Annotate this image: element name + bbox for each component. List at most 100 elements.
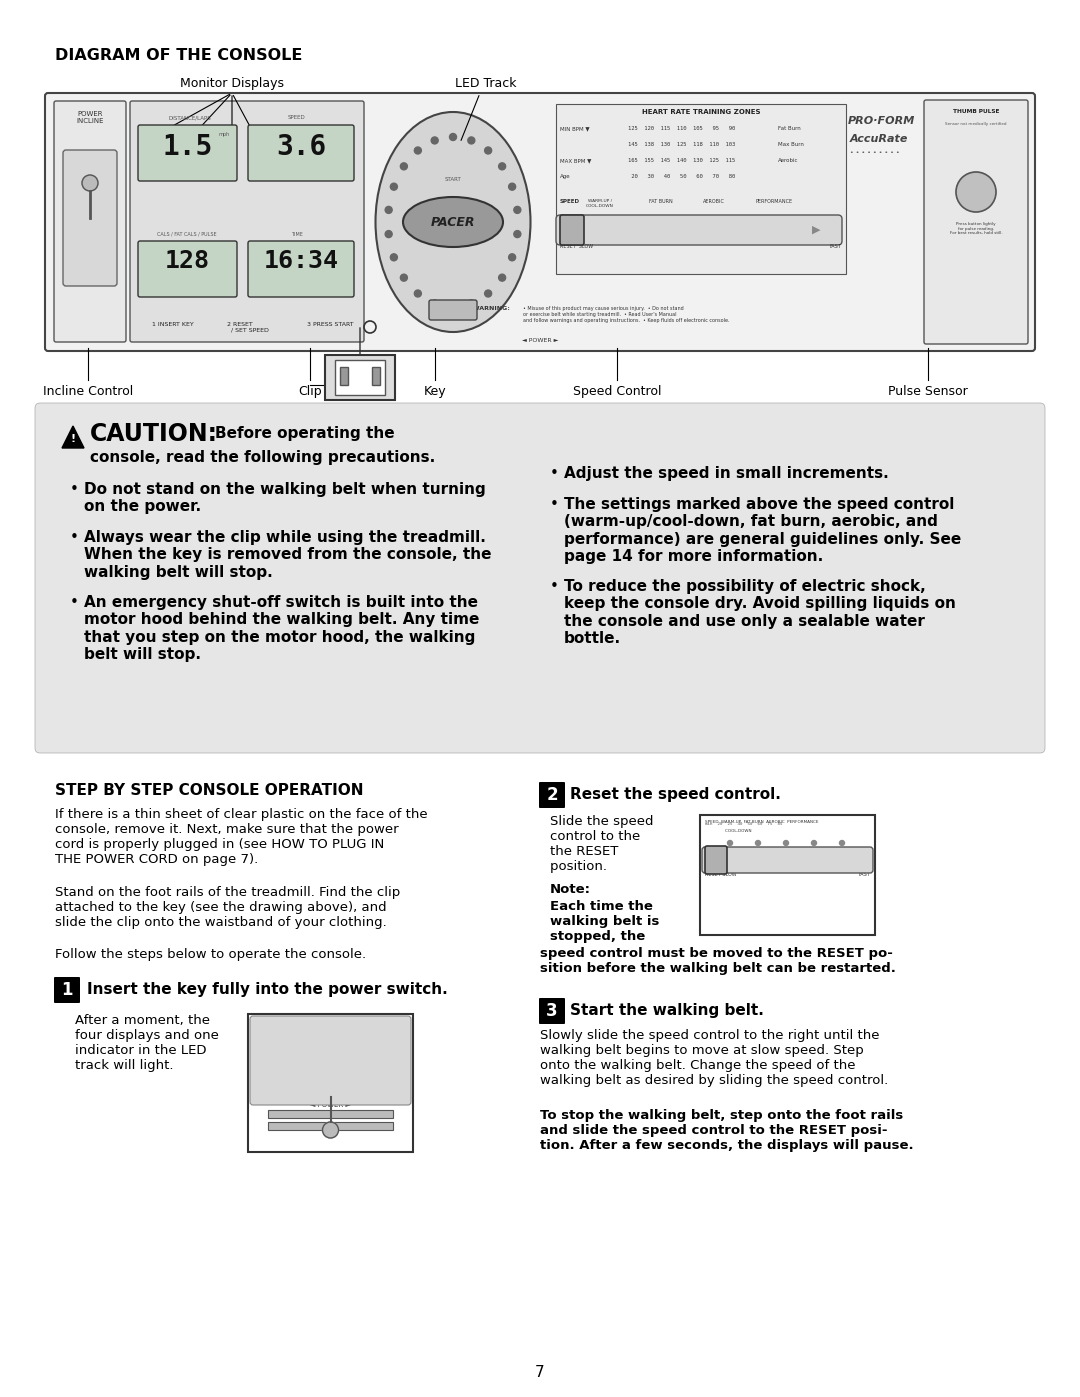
Circle shape xyxy=(323,1122,338,1139)
Text: The settings marked above the speed control
(warm-up/cool-down, fat burn, aerobi: The settings marked above the speed cont… xyxy=(564,497,961,564)
Text: Reset the speed control.: Reset the speed control. xyxy=(570,787,781,802)
Text: speed control must be moved to the RESET po-
sition before the walking belt can : speed control must be moved to the RESET… xyxy=(540,947,896,975)
Circle shape xyxy=(485,291,491,298)
Text: min  20  25  40  50  60  75  85: min 20 25 40 50 60 75 85 xyxy=(705,821,783,826)
Circle shape xyxy=(390,183,397,190)
Text: RESET SLOW: RESET SLOW xyxy=(705,872,737,877)
Circle shape xyxy=(468,137,475,144)
Text: •: • xyxy=(70,595,79,610)
Text: FAT BURN: FAT BURN xyxy=(649,198,673,204)
Text: MIN BPM ▼: MIN BPM ▼ xyxy=(561,126,590,131)
Text: 7: 7 xyxy=(536,1365,544,1380)
Circle shape xyxy=(449,303,457,310)
Text: 3.6: 3.6 xyxy=(275,133,326,161)
Text: If there is a thin sheet of clear plastic on the face of the
console, remove it.: If there is a thin sheet of clear plasti… xyxy=(55,807,428,866)
Text: SPEED: SPEED xyxy=(561,198,580,204)
Text: SPEED  WARM-UP  FAT BURN  AEROBIC  PERFORMANCE: SPEED WARM-UP FAT BURN AEROBIC PERFORMAN… xyxy=(705,820,819,824)
Text: mph: mph xyxy=(219,131,230,137)
Text: Age: Age xyxy=(561,175,570,179)
Circle shape xyxy=(431,137,438,144)
Text: • Misuse of this product may cause serious injury.  • Do not stand
or exercise b: • Misuse of this product may cause serio… xyxy=(523,306,729,323)
Circle shape xyxy=(390,254,397,261)
Text: Sensor not medically certified: Sensor not medically certified xyxy=(945,122,1007,126)
Bar xyxy=(340,367,348,386)
Text: ⚠WARNING:: ⚠WARNING: xyxy=(468,306,511,312)
Circle shape xyxy=(756,841,760,845)
Text: RESET  SLOW: RESET SLOW xyxy=(561,244,593,249)
Text: 1.5: 1.5 xyxy=(162,133,213,161)
Text: 125  120  115  110  105   95   90: 125 120 115 110 105 95 90 xyxy=(627,126,735,131)
Text: Aerobic: Aerobic xyxy=(778,158,798,163)
FancyBboxPatch shape xyxy=(35,402,1045,753)
Circle shape xyxy=(514,207,521,214)
Bar xyxy=(248,1014,413,1153)
FancyBboxPatch shape xyxy=(63,149,117,286)
Text: •: • xyxy=(550,497,558,511)
Circle shape xyxy=(401,163,407,170)
Text: WARM-UP /
COOL-DOWN: WARM-UP / COOL-DOWN xyxy=(586,198,613,208)
Text: COOL-DOWN: COOL-DOWN xyxy=(705,828,752,833)
Text: Before operating the: Before operating the xyxy=(215,426,394,441)
Text: 3 PRESS START: 3 PRESS START xyxy=(307,321,353,327)
Text: TIME: TIME xyxy=(292,232,302,237)
Text: FAST: FAST xyxy=(829,244,841,249)
Text: CALS / FAT CALS / PULSE: CALS / FAT CALS / PULSE xyxy=(158,232,217,237)
Text: DISTANCE/LAPS: DISTANCE/LAPS xyxy=(168,115,212,120)
Text: AccuRate: AccuRate xyxy=(850,134,908,144)
Text: Always wear the clip while using the treadmill.
When the key is removed from the: Always wear the clip while using the tre… xyxy=(84,529,491,580)
FancyBboxPatch shape xyxy=(539,997,565,1024)
Text: CAUTION:: CAUTION: xyxy=(90,422,218,446)
Text: FAST: FAST xyxy=(859,872,870,877)
FancyBboxPatch shape xyxy=(248,124,354,182)
Text: SPEED: SPEED xyxy=(288,115,306,120)
Text: Monitor Displays: Monitor Displays xyxy=(180,77,284,89)
Text: LED Track: LED Track xyxy=(455,77,516,89)
Circle shape xyxy=(509,183,515,190)
Text: •: • xyxy=(550,467,558,481)
Ellipse shape xyxy=(403,197,503,247)
Bar xyxy=(335,360,384,395)
FancyBboxPatch shape xyxy=(705,847,727,875)
Text: •: • xyxy=(70,529,79,545)
Circle shape xyxy=(509,254,515,261)
Text: STEP BY STEP CONSOLE OPERATION: STEP BY STEP CONSOLE OPERATION xyxy=(55,782,364,798)
FancyBboxPatch shape xyxy=(702,847,873,873)
Text: Adjust the speed in small increments.: Adjust the speed in small increments. xyxy=(564,467,889,481)
Circle shape xyxy=(514,231,521,237)
Text: To stop the walking belt, step onto the foot rails
and slide the speed control t: To stop the walking belt, step onto the … xyxy=(540,1109,914,1153)
Text: 16:34: 16:34 xyxy=(264,249,338,272)
Circle shape xyxy=(415,291,421,298)
Text: Clip: Clip xyxy=(298,386,322,398)
Text: Slide the speed
control to the
the RESET
position.: Slide the speed control to the the RESET… xyxy=(550,814,653,873)
FancyBboxPatch shape xyxy=(561,215,584,244)
Bar xyxy=(325,355,395,400)
Text: Fat Burn: Fat Burn xyxy=(778,126,800,131)
Text: POWER
INCLINE: POWER INCLINE xyxy=(77,110,104,124)
Text: Incline Control: Incline Control xyxy=(43,386,133,398)
Text: START: START xyxy=(445,177,461,182)
Circle shape xyxy=(783,841,788,845)
Circle shape xyxy=(468,300,475,307)
Circle shape xyxy=(811,841,816,845)
Text: Do not stand on the walking belt when turning
on the power.: Do not stand on the walking belt when tu… xyxy=(84,482,486,514)
FancyBboxPatch shape xyxy=(248,242,354,298)
Circle shape xyxy=(956,172,996,212)
Text: 3: 3 xyxy=(546,1002,557,1020)
Text: 128: 128 xyxy=(165,249,210,272)
Text: 145  138  130  125  118  110  103: 145 138 130 125 118 110 103 xyxy=(627,142,735,147)
Bar xyxy=(268,1122,393,1130)
Text: DIAGRAM OF THE CONSOLE: DIAGRAM OF THE CONSOLE xyxy=(55,47,302,63)
Text: PRO·FORM: PRO·FORM xyxy=(848,116,916,126)
Circle shape xyxy=(485,147,491,154)
Text: Start the walking belt.: Start the walking belt. xyxy=(570,1003,764,1018)
Text: Stand on the foot rails of the treadmill. Find the clip
attached to the key (see: Stand on the foot rails of the treadmill… xyxy=(55,886,401,929)
Text: Insert the key fully into the power switch.: Insert the key fully into the power swit… xyxy=(87,982,448,997)
Circle shape xyxy=(499,274,505,281)
Text: !: ! xyxy=(70,434,76,444)
Text: After a moment, the
four displays and one
indicator in the LED
track will light.: After a moment, the four displays and on… xyxy=(75,1014,219,1071)
Circle shape xyxy=(728,841,732,845)
Text: ◄ POWER ►: ◄ POWER ► xyxy=(310,1102,351,1108)
Text: Max Burn: Max Burn xyxy=(778,142,804,147)
Text: 1: 1 xyxy=(62,981,72,999)
Circle shape xyxy=(401,274,407,281)
